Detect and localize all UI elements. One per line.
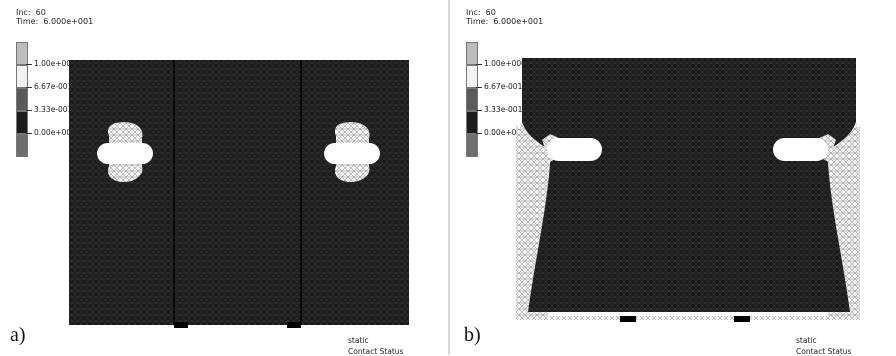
bottom-notch	[734, 316, 750, 322]
load-case-label: static	[348, 336, 369, 345]
contact-zone	[518, 122, 550, 294]
time-label: Time: 6.000e+001	[16, 17, 94, 26]
dark-mesh-body	[69, 60, 409, 325]
legend-label: 3.33e-001	[475, 105, 523, 114]
mesh-model-a	[69, 60, 409, 328]
legend-label: 6.67e-001	[475, 82, 523, 91]
legend-swatch	[16, 111, 28, 134]
legend-swatch	[466, 42, 478, 65]
hole-left	[547, 138, 602, 161]
panel-label: a)	[10, 324, 26, 346]
legend-swatch	[466, 65, 478, 88]
bottom-notch	[287, 322, 301, 328]
legend-label: 0.00e+000	[26, 128, 76, 137]
hole-left	[97, 143, 153, 164]
result-panel-b: Inc: 60 Time: 6.000e+001 1.00e+000 6.67e…	[450, 0, 896, 356]
legend-swatch	[466, 88, 478, 111]
hole-right	[324, 143, 380, 164]
bottom-notch	[620, 316, 636, 322]
hole-right	[773, 138, 828, 161]
mesh-model-b	[516, 58, 860, 322]
legend-swatch	[466, 134, 478, 157]
load-case-label: static	[796, 336, 817, 345]
legend-label: 1.00e+000	[26, 59, 76, 68]
contact-status-legend: 1.00e+000 6.67e-001 3.33e-001 0.00e+000	[466, 42, 526, 157]
contact-status-label: Contact Status	[796, 347, 852, 356]
result-panel-a: Inc: 60 Time: 6.000e+001 1.00e+000 6.67e…	[0, 0, 447, 356]
dark-mesh-body	[522, 58, 856, 312]
increment-label: Inc: 60	[16, 8, 46, 17]
legend-swatch	[16, 88, 28, 111]
increment-label: Inc: 60	[466, 8, 496, 17]
panel-divider	[448, 0, 450, 355]
time-label: Time: 6.000e+001	[466, 17, 544, 26]
panel-label: b)	[464, 324, 481, 346]
legend-swatch	[16, 65, 28, 88]
contact-status-label: Contact Status	[348, 347, 404, 356]
bottom-notch	[174, 322, 188, 328]
contact-status-legend: 1.00e+000 6.67e-001 3.33e-001 0.00e+000	[16, 42, 76, 157]
legend-swatch	[466, 111, 478, 134]
legend-swatch	[16, 134, 28, 157]
legend-label: 0.00e+000	[476, 128, 526, 137]
legend-label: 1.00e+000	[476, 59, 526, 68]
legend-label: 6.67e-001	[25, 82, 73, 91]
legend-label: 3.33e-001	[25, 105, 73, 114]
legend-swatch	[16, 42, 28, 65]
contact-zone	[828, 122, 860, 294]
